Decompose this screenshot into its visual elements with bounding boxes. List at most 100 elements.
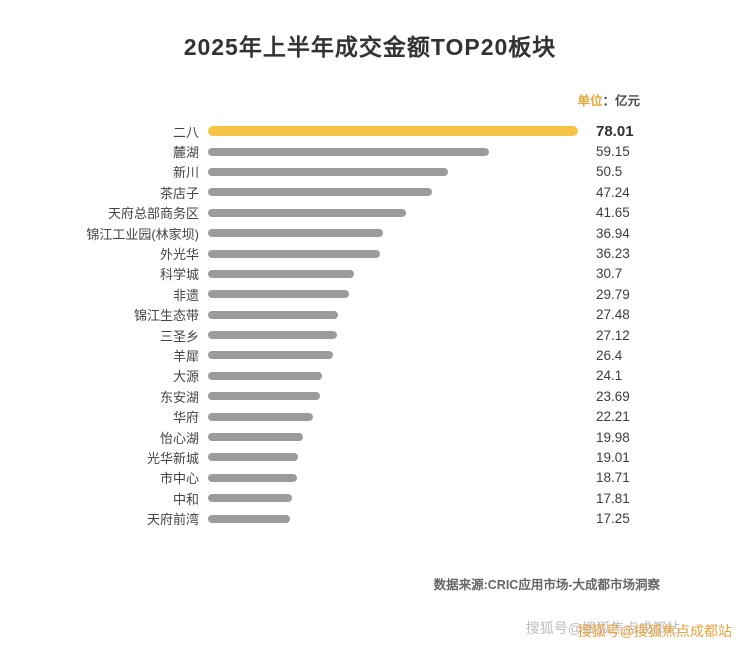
bar-track bbox=[208, 433, 578, 442]
bar-chart: 二八 78.01 麓湖 59.15 新川 50.5 茶店子 47.24 天府总部商务区 41.65… bbox=[0, 121, 740, 529]
bar bbox=[208, 249, 380, 258]
bar-row: 新川 50.5 bbox=[0, 162, 740, 182]
bar-track bbox=[208, 167, 578, 176]
value-label: 30.7 bbox=[596, 266, 623, 282]
category-label: 光华新城 bbox=[146, 450, 199, 466]
watermark-shadow: 搜狐号@搜狐焦点成都站 bbox=[525, 620, 680, 636]
bar-track bbox=[208, 351, 578, 360]
category-label: 市中心 bbox=[159, 471, 199, 487]
value-label: 17.81 bbox=[596, 490, 630, 506]
bar bbox=[208, 453, 299, 462]
bar-track bbox=[208, 371, 578, 380]
bar-row: 中和 17.81 bbox=[0, 488, 740, 508]
value-label: 59.15 bbox=[596, 144, 630, 160]
category-label: 羊犀 bbox=[172, 348, 199, 364]
bar-track bbox=[208, 494, 578, 503]
bar-track bbox=[208, 147, 578, 156]
value-label: 23.69 bbox=[596, 388, 630, 404]
category-label: 二八 bbox=[172, 124, 199, 140]
bar-track bbox=[208, 126, 578, 137]
value-label: 17.25 bbox=[596, 511, 630, 527]
bar-row: 大源 24.1 bbox=[0, 366, 740, 386]
bar-track bbox=[208, 453, 578, 462]
watermark: 搜狐号@搜狐焦点成都站 bbox=[577, 623, 732, 639]
bar bbox=[208, 494, 293, 503]
bar-row: 茶店子 47.24 bbox=[0, 182, 740, 202]
category-label: 锦江生态带 bbox=[133, 308, 199, 324]
bar bbox=[208, 310, 339, 319]
bar bbox=[208, 290, 350, 299]
bar bbox=[208, 167, 448, 176]
value-label: 24.1 bbox=[596, 368, 623, 384]
bar-row: 天府前湾 17.25 bbox=[0, 508, 740, 528]
bar-track bbox=[208, 392, 578, 401]
bar-track bbox=[208, 331, 578, 340]
value-label: 26.4 bbox=[596, 347, 623, 363]
bar-row: 麓湖 59.15 bbox=[0, 141, 740, 161]
value-label: 29.79 bbox=[596, 286, 630, 302]
bar bbox=[208, 229, 384, 238]
category-label: 外光华 bbox=[159, 247, 199, 263]
value-label: 19.98 bbox=[596, 429, 630, 445]
category-label: 麓湖 bbox=[172, 145, 199, 161]
bar bbox=[208, 351, 334, 360]
value-label: 41.65 bbox=[596, 205, 630, 221]
bar-track bbox=[208, 310, 578, 319]
category-label: 茶店子 bbox=[159, 185, 199, 201]
category-label: 新川 bbox=[172, 165, 199, 181]
value-label: 50.5 bbox=[596, 164, 623, 180]
bar-track bbox=[208, 208, 578, 217]
bar bbox=[208, 331, 337, 340]
bar-track bbox=[208, 229, 578, 238]
category-label: 中和 bbox=[172, 491, 199, 507]
bar-track bbox=[208, 412, 578, 421]
bar-row: 二八 78.01 bbox=[0, 121, 740, 141]
category-label: 天府总部商务区 bbox=[107, 206, 199, 222]
bar-row: 市中心 18.71 bbox=[0, 468, 740, 488]
bar-track bbox=[208, 290, 578, 299]
bar-track bbox=[208, 249, 578, 258]
category-label: 怡心湖 bbox=[159, 430, 199, 446]
value-label: 36.94 bbox=[596, 225, 630, 241]
bar bbox=[208, 188, 433, 197]
category-label: 天府前湾 bbox=[146, 512, 199, 528]
bar-row: 华府 22.21 bbox=[0, 406, 740, 426]
bar bbox=[208, 514, 290, 523]
bar bbox=[208, 147, 489, 156]
bar bbox=[208, 126, 578, 137]
value-label: 36.23 bbox=[596, 246, 630, 262]
value-label: 78.01 bbox=[596, 122, 634, 140]
bar-row: 羊犀 26.4 bbox=[0, 345, 740, 365]
value-label: 27.12 bbox=[596, 327, 630, 343]
bar-row: 三圣乡 27.12 bbox=[0, 325, 740, 345]
bar bbox=[208, 473, 297, 482]
bar bbox=[208, 433, 303, 442]
unit-label: 单位：亿元 bbox=[577, 90, 640, 109]
bar-row: 光华新城 19.01 bbox=[0, 447, 740, 467]
data-source: 数据来源:CRIC应用市场-大成都市场洞察 bbox=[433, 578, 660, 592]
bar-row: 外光华 36.23 bbox=[0, 243, 740, 263]
bar-track bbox=[208, 473, 578, 482]
unit-suffix: ：亿元 bbox=[602, 94, 640, 108]
bar-row: 天府总部商务区 41.65 bbox=[0, 203, 740, 223]
bar bbox=[208, 392, 321, 401]
value-label: 47.24 bbox=[596, 184, 630, 200]
category-label: 华府 bbox=[172, 410, 199, 426]
bar-row: 非遗 29.79 bbox=[0, 284, 740, 304]
bar-row: 东安湖 23.69 bbox=[0, 386, 740, 406]
bar bbox=[208, 371, 323, 380]
bar-row: 怡心湖 19.98 bbox=[0, 427, 740, 447]
category-label: 非遗 bbox=[172, 287, 199, 303]
bar bbox=[208, 269, 354, 278]
value-label: 22.21 bbox=[596, 409, 630, 425]
bar-track bbox=[208, 269, 578, 278]
bar-row: 锦江工业园(林家坝) 36.94 bbox=[0, 223, 740, 243]
bar-row: 锦江生态带 27.48 bbox=[0, 305, 740, 325]
value-label: 18.71 bbox=[596, 470, 630, 486]
bar bbox=[208, 412, 314, 421]
bar-row: 科学城 30.7 bbox=[0, 264, 740, 284]
value-label: 19.01 bbox=[596, 449, 630, 465]
bar-track bbox=[208, 188, 578, 197]
category-label: 大源 bbox=[172, 369, 199, 385]
